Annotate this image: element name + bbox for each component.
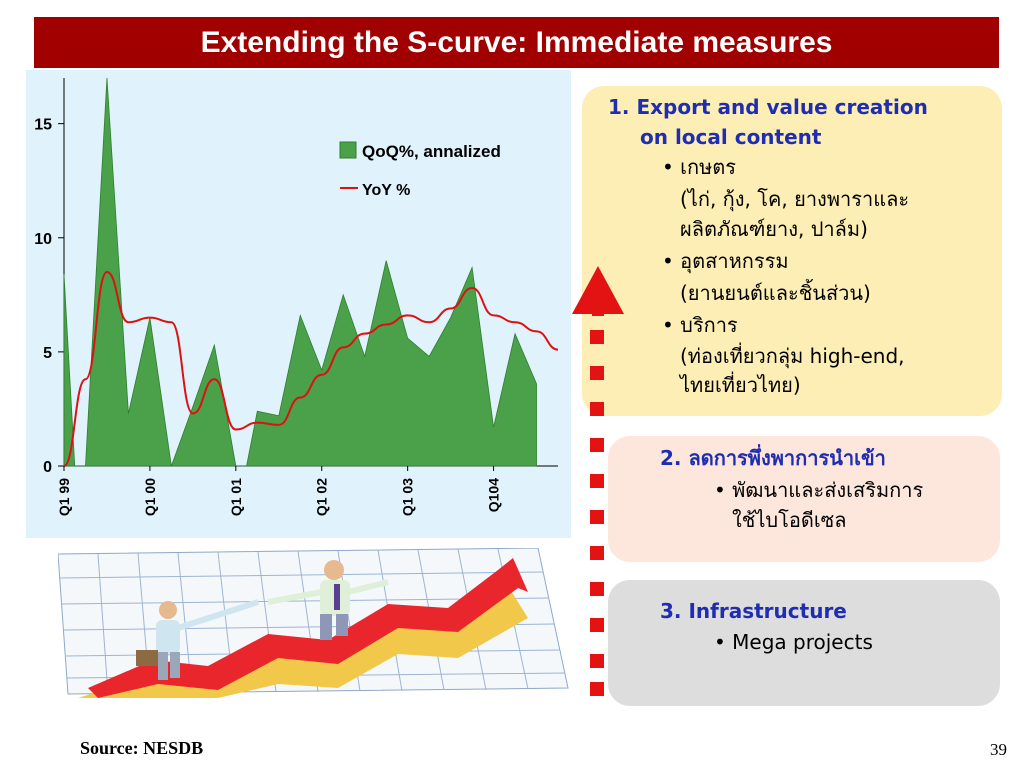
bullet-industry: อุตสาหกรรม (662, 246, 788, 276)
y-tick-label: 5 (43, 345, 52, 362)
x-tick-label: Q104 (486, 478, 502, 512)
services-detail-2: ไทยเที่ยวไทย) (680, 373, 801, 397)
import-reduction-heading: 2. ลดการพึ่งพาการนำเข้า (660, 446, 886, 470)
biodiesel-detail: ใช้ไบโอดีเซล (732, 508, 847, 532)
services-detail-1: (ท่องเที่ยวกลุ่ม high-end, (680, 344, 905, 368)
x-tick-label: Q1 03 (400, 478, 416, 516)
yoy-line-series (63, 270, 559, 467)
climbing-illustration (58, 548, 569, 698)
legend-area-swatch (339, 141, 357, 159)
x-tick-label: Q1 02 (314, 478, 330, 516)
slide-title: Extending the S-curve: Immediate measure… (200, 26, 833, 59)
industry-detail: (ยานยนต์และชิ้นส่วน) (680, 281, 871, 305)
x-tick-label: Q1 01 (228, 478, 244, 516)
y-tick-label: 0 (43, 459, 52, 476)
bullet-agriculture: เกษตร (662, 152, 736, 182)
qoq-area-series (63, 77, 537, 467)
infrastructure-heading: 3. Infrastructure (660, 599, 847, 623)
source-note: Source: NESDB (80, 738, 204, 758)
export-box (582, 86, 1002, 416)
y-tick-label: 10 (34, 231, 52, 248)
x-tick-label: Q1 00 (142, 478, 158, 516)
legend-area-label: QoQ%, annalized (362, 142, 501, 161)
bullet-mega-projects: Mega projects (714, 627, 873, 657)
bullet-biodiesel: พัฒนาและส่งเสริมการ (714, 475, 923, 505)
x-tick-label: Q1 99 (56, 478, 72, 516)
page-number: 39 (990, 740, 1007, 759)
export-heading-line2: on local content (640, 125, 822, 149)
y-tick-label: 15 (34, 117, 52, 134)
up-arrow-icon (572, 266, 624, 696)
agriculture-detail-2: ผลิตภัณฑ์ยาง, ปาล์ม) (680, 217, 868, 241)
title-bar: Extending the S-curve: Immediate measure… (34, 17, 999, 68)
legend-line-label: YoY % (362, 182, 410, 199)
agriculture-detail-1: (ไก่, กุ้ง, โค, ยางพาราและ (680, 187, 910, 211)
bullet-services: บริการ (662, 310, 738, 340)
growth-chart: 0 5 10 15 Q1 99 Q1 00 Q1 01 Q1 02 Q1 03 Q104 QoQ%,… (34, 77, 559, 516)
export-heading-line1: 1. Export and value creation (608, 95, 928, 119)
